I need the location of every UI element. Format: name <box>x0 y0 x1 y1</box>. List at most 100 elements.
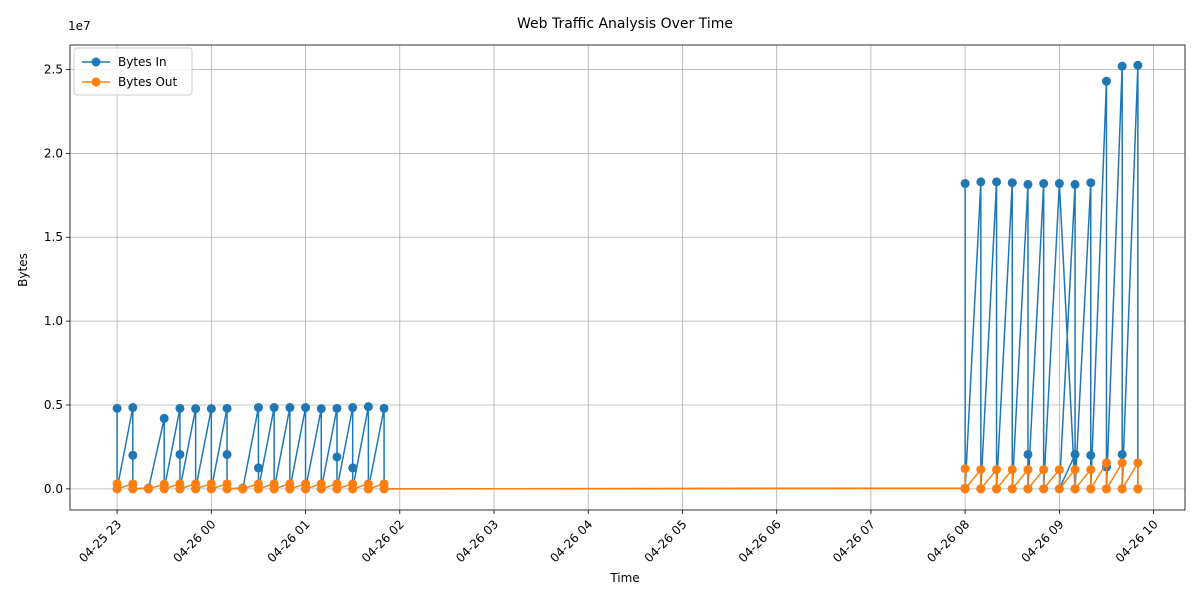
data-point <box>1039 484 1049 494</box>
data-point <box>1117 484 1127 494</box>
data-point <box>128 484 138 494</box>
data-point <box>1054 465 1064 475</box>
y-tick-label: 2.0 <box>44 146 63 160</box>
data-point <box>1133 458 1143 468</box>
data-point <box>379 484 389 494</box>
data-point <box>1070 449 1080 459</box>
y-axis-label: Bytes <box>16 253 30 287</box>
data-point <box>1133 60 1143 70</box>
data-point <box>285 484 295 494</box>
data-point <box>1023 449 1033 459</box>
data-point <box>316 404 326 414</box>
data-point <box>1086 484 1096 494</box>
legend-item: Bytes Out <box>82 75 178 89</box>
data-point <box>269 484 279 494</box>
legend: Bytes In Bytes Out <box>73 47 193 96</box>
data-point <box>301 484 311 494</box>
data-point <box>1039 179 1049 189</box>
data-point <box>1039 465 1049 475</box>
data-point <box>1117 458 1127 468</box>
data-point <box>1023 465 1033 475</box>
data-point <box>1054 484 1064 494</box>
plot-frame <box>69 44 1186 511</box>
y-offset-text: 1e7 <box>68 19 91 33</box>
y-tick-label: 2.5 <box>44 62 63 76</box>
data-point <box>1101 76 1111 86</box>
legend-marker <box>91 77 101 87</box>
data-point <box>191 404 201 414</box>
data-point <box>348 463 358 473</box>
data-point <box>1117 449 1127 459</box>
data-point <box>1007 178 1017 188</box>
data-point <box>128 403 138 413</box>
legend-box <box>73 47 193 96</box>
data-point <box>222 403 232 413</box>
data-point <box>253 463 263 473</box>
data-point <box>1101 484 1111 494</box>
data-point <box>1007 465 1017 475</box>
data-point <box>159 484 169 494</box>
legend-item: Bytes In <box>82 55 167 69</box>
data-point <box>1086 450 1096 460</box>
data-point <box>175 484 185 494</box>
data-point <box>206 484 216 494</box>
data-point <box>1070 484 1080 494</box>
data-point <box>1086 465 1096 475</box>
legend-label: Bytes Out <box>118 75 178 89</box>
data-point <box>222 484 232 494</box>
data-point <box>175 449 185 459</box>
y-axis-ticks: 0.0 0.5 1.0 1.5 2.0 2.5 <box>44 62 70 496</box>
data-point <box>128 450 138 460</box>
data-point <box>1070 465 1080 475</box>
data-point <box>1133 484 1143 494</box>
y-tick-label: 1.5 <box>44 230 63 244</box>
data-point <box>1117 61 1127 71</box>
data-point <box>960 464 970 474</box>
data-point <box>992 465 1002 475</box>
data-point <box>332 484 342 494</box>
data-point <box>363 484 373 494</box>
data-point <box>348 403 358 413</box>
y-tick-label: 0.0 <box>44 482 63 496</box>
data-point <box>332 452 342 462</box>
data-point <box>348 484 358 494</box>
data-point <box>379 403 389 413</box>
data-point <box>363 402 373 412</box>
y-tick-label: 1.0 <box>44 314 63 328</box>
data-point <box>316 484 326 494</box>
data-point <box>976 177 986 187</box>
x-axis-label: Time <box>609 571 639 585</box>
data-point <box>1054 179 1064 189</box>
data-point <box>1023 179 1033 189</box>
data-point <box>960 179 970 189</box>
data-point <box>1101 458 1111 468</box>
data-point <box>332 403 342 413</box>
data-point <box>1007 484 1017 494</box>
data-point <box>1086 178 1096 188</box>
y-tick-label: 0.5 <box>44 398 63 412</box>
data-point <box>960 484 970 494</box>
data-point <box>144 484 154 494</box>
data-point <box>222 449 232 459</box>
data-point <box>238 484 248 494</box>
series-layer <box>112 60 1143 494</box>
data-point <box>976 465 986 475</box>
data-point <box>191 484 201 494</box>
data-point <box>269 403 279 413</box>
data-point <box>253 403 263 413</box>
data-point <box>992 177 1002 187</box>
data-point <box>285 403 295 413</box>
legend-marker <box>91 57 101 67</box>
data-point <box>112 403 122 413</box>
data-point <box>976 484 986 494</box>
axes-frame <box>69 44 1186 511</box>
chart-title: Web Traffic Analysis Over Time <box>517 16 733 32</box>
series-bytes-out <box>112 458 1143 494</box>
legend-label: Bytes In <box>118 55 167 69</box>
data-point <box>1023 484 1033 494</box>
data-point <box>301 403 311 413</box>
data-point <box>112 484 122 494</box>
data-point <box>175 403 185 413</box>
